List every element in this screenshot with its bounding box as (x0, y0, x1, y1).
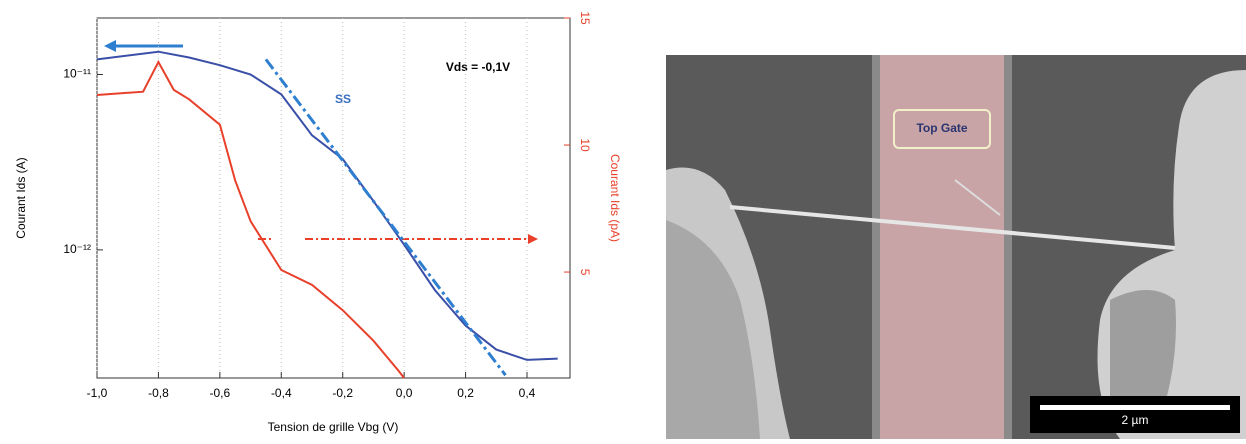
sem-image: Top Gate 2 µm (666, 55, 1246, 439)
y2-tick-label: 5 (578, 269, 592, 276)
series-line (97, 52, 558, 360)
gate-label: Top Gate (916, 121, 967, 135)
x-tick-label: -0,8 (148, 386, 169, 400)
y-tick-label: 10⁻¹¹ (63, 67, 91, 81)
x-tick-label: -0,6 (210, 386, 231, 400)
x-tick-label: 0,2 (457, 386, 474, 400)
x-tick-label: -0,2 (332, 386, 353, 400)
y2-axis-label: Courant Ids (pA) (608, 154, 622, 242)
y-tick-label: 10⁻¹² (63, 242, 91, 256)
x-axis-label: Tension de grille Vbg (V) (268, 420, 399, 434)
x-tick-label: 0,0 (396, 386, 413, 400)
y2-tick-label: 10 (578, 138, 592, 152)
y-axis-label: Courant Ids (A) (14, 157, 28, 238)
annotation: Vds = -0,1V (446, 60, 510, 74)
series-line (97, 62, 404, 378)
y2-tick-label: 15 (578, 11, 592, 25)
x-tick-label: -0,4 (271, 386, 292, 400)
scale-bar-label: 2 µm (1122, 413, 1149, 427)
x-tick-label: 0,4 (519, 386, 536, 400)
scale-bar (1040, 405, 1230, 410)
arrow-head (104, 40, 116, 52)
x-tick-label: -1,0 (87, 386, 108, 400)
arrow-head (528, 234, 538, 244)
